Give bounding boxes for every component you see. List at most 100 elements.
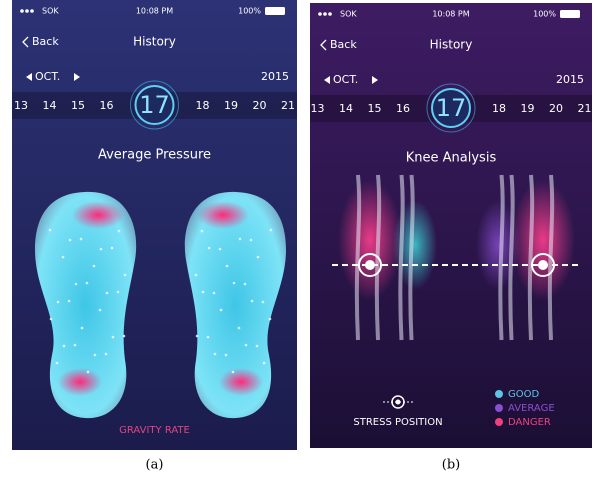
day[interactable]: 21 [281,99,295,112]
legend-label: DANGER [508,417,551,428]
signal-dot [323,12,327,16]
sparkle [207,336,210,339]
day[interactable]: 15 [71,99,85,112]
day[interactable]: 18 [196,99,210,112]
sparkle [111,247,114,250]
day[interactable]: 13 [311,102,325,115]
pressure-hotspot [197,201,249,229]
bone [400,175,402,340]
battery-icon [265,7,285,15]
day[interactable]: 21 [578,102,592,115]
sparkle [213,292,216,295]
sparkle [263,362,266,365]
caption: (a) [146,458,164,473]
sparkle [94,354,97,357]
pressure-hotspot [58,368,102,396]
sparkle [214,353,217,356]
day[interactable]: 13 [14,99,28,112]
bone [500,175,502,340]
legend-dot [495,404,503,412]
day[interactable]: 20 [253,99,267,112]
sparkle [112,336,115,339]
legend-label: GOOD [508,389,539,400]
signal-dot [20,9,24,13]
sparkle [239,238,242,241]
battery-icon [560,10,580,18]
signal-dot [25,9,29,13]
caption: (b) [442,458,460,473]
legend-label: AVERAGE [508,403,555,414]
sparkle [124,274,127,277]
stress-label: STRESS POSITION [353,417,442,428]
bone [410,175,412,340]
heading: Average Pressure [98,148,211,163]
sparkle [68,300,71,303]
day[interactable]: 19 [521,102,535,115]
battery-text: 100% [533,10,556,19]
sparkle [219,248,222,251]
pressure-hotspot [219,368,263,396]
status-time: 10:08 PM [432,10,469,19]
month: OCT. [333,73,358,86]
bone [530,175,532,340]
sparkle [50,318,53,321]
battery-text: 100% [238,7,261,16]
sparkle [62,256,65,259]
sparkle [244,283,247,286]
sparkle [238,327,241,330]
sparkle [63,345,66,348]
selected-day[interactable]: 17 [139,91,170,119]
day[interactable]: 20 [549,102,563,115]
figure: SOK10:08 PM100%BackHistoryOCT.2015131415… [0,0,603,481]
sparkle [257,256,260,259]
day[interactable]: 15 [368,102,382,115]
sparkle [256,345,259,348]
day[interactable]: 14 [43,99,57,112]
sparkle [81,327,84,330]
day[interactable]: 16 [396,102,410,115]
year: 2015 [261,70,289,83]
sparkle [99,309,102,312]
day[interactable]: 14 [339,102,353,115]
sparkle [233,282,236,285]
sparkle [118,230,121,233]
carrier: SOK [340,10,357,19]
legend-dot [495,418,503,426]
sparkle [220,309,223,312]
sparkle [86,282,89,285]
sparkle [202,291,205,294]
sparkle [245,344,248,347]
sparkle [56,362,59,365]
legend-dot [495,390,503,398]
stress-point [538,260,548,270]
back-button[interactable]: Back [32,35,59,48]
sparkle [93,265,96,268]
bone [357,175,359,340]
sparkle [117,291,120,294]
sparkle [100,248,103,251]
knee-glow [338,180,402,300]
knee-glow [511,180,575,300]
sparkle [75,283,78,286]
pressure-hotspot [72,201,124,229]
sparkle [106,292,109,295]
day[interactable]: 19 [224,99,238,112]
day[interactable]: 16 [100,99,114,112]
sparkle [262,301,265,304]
day[interactable]: 18 [492,102,506,115]
sparkle [269,318,272,321]
carrier: SOK [42,7,59,16]
signal-dot [30,9,34,13]
sparkle [250,239,253,242]
year: 2015 [556,73,584,86]
sparkle [195,274,198,277]
stress-icon [396,400,401,405]
sparkle [251,300,254,303]
stress-point [365,260,375,270]
sparkle [87,371,90,374]
month: OCT. [35,70,60,83]
signal-dot [328,12,332,16]
back-button[interactable]: Back [330,38,357,51]
selected-day[interactable]: 17 [436,94,467,122]
sparkle [80,238,83,241]
